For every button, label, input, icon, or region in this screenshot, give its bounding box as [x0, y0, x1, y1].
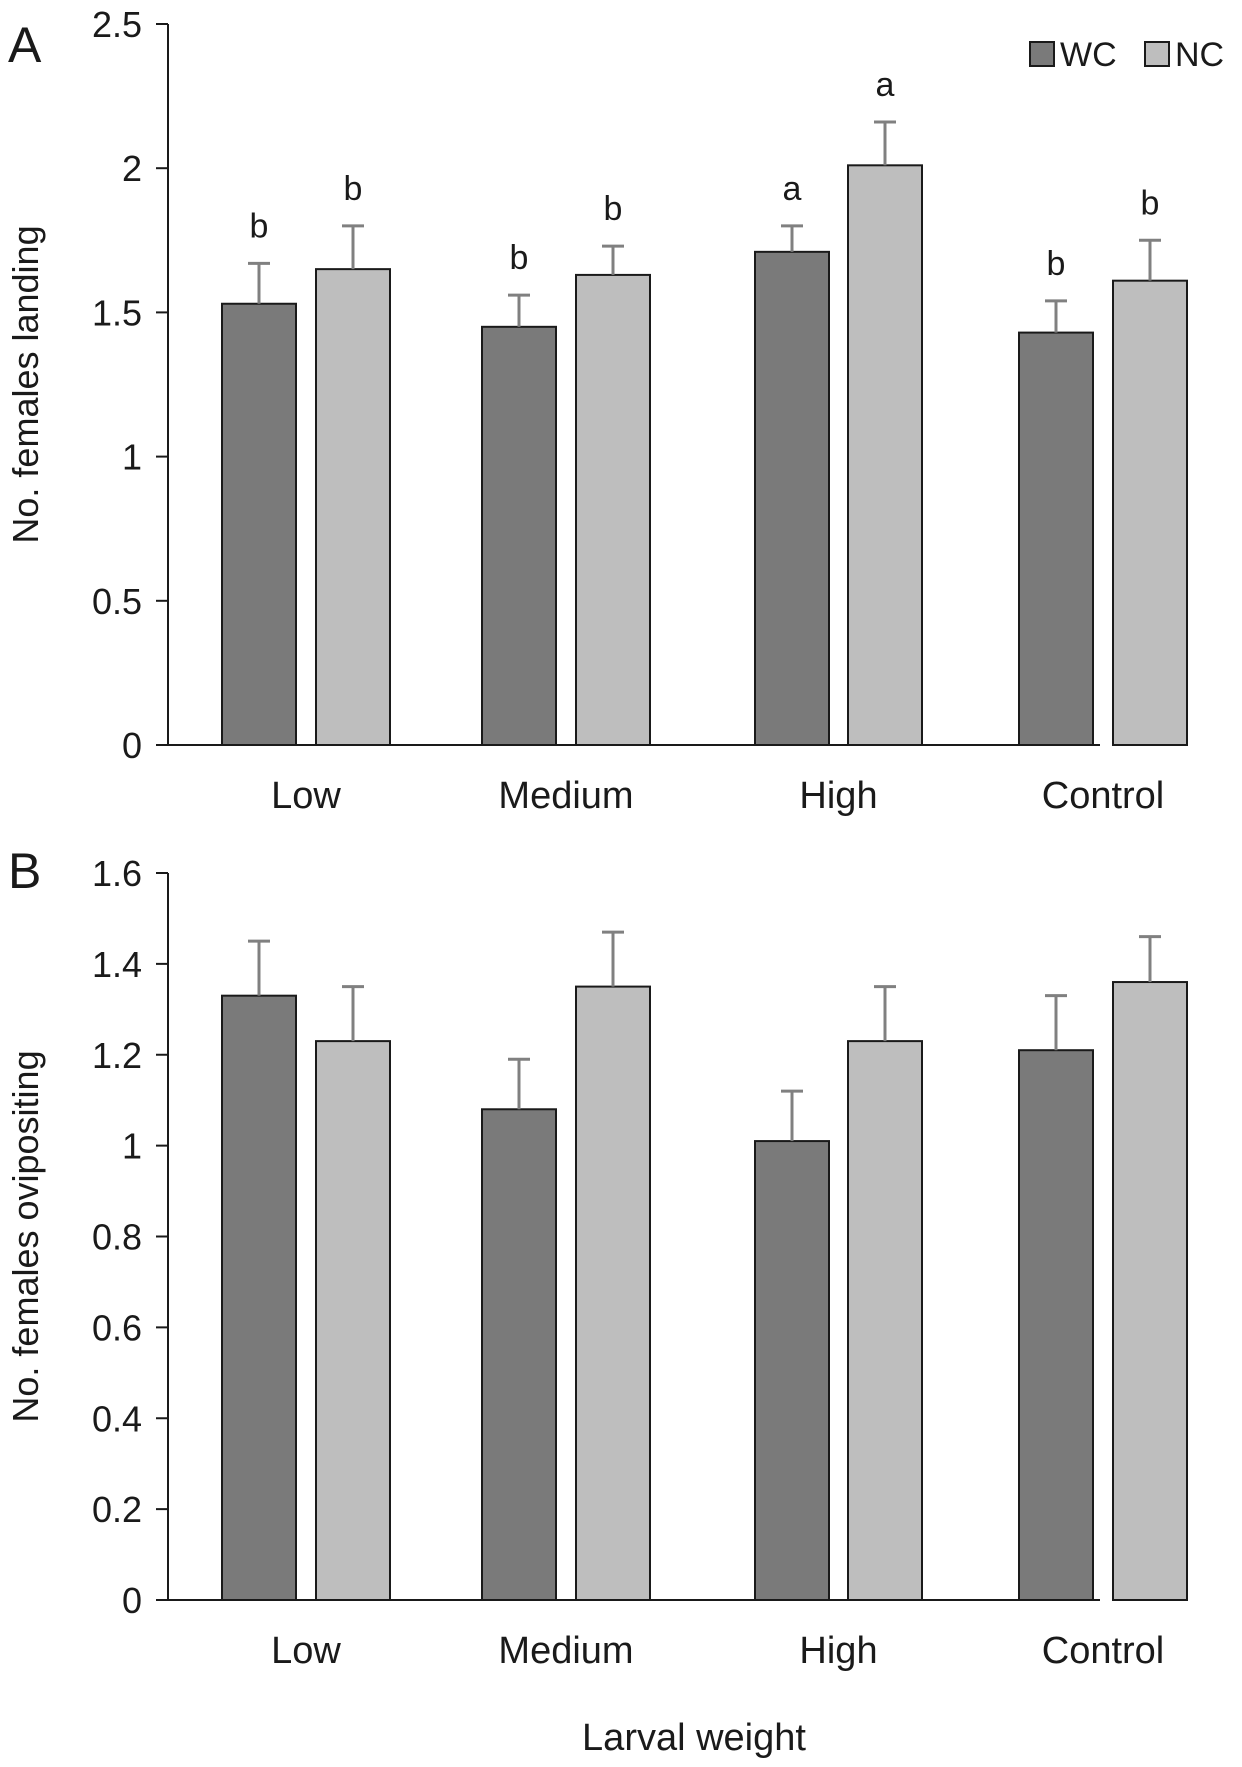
significance-letter: a: [783, 170, 802, 208]
y-tick-label: 1.4: [92, 944, 142, 985]
y-tick-label: 0.8: [92, 1217, 142, 1258]
significance-letter: b: [604, 190, 623, 228]
panel-a-chart: A No. females landing 0 0.5 1 1.5 2 2.5 b b a b b b a b…: [5, 4, 1224, 817]
y-axis-title: No. females landing: [5, 225, 46, 543]
x-tick-label: Low: [271, 1630, 341, 1672]
bar-nc: [1112, 981, 1188, 1601]
x-tick-label: High: [799, 775, 877, 817]
panel-label: B: [8, 843, 41, 899]
bar-wc: [481, 1108, 557, 1602]
bar-wc: [754, 250, 830, 746]
bar-nc: [1112, 279, 1188, 746]
bar-nc: [847, 164, 923, 747]
legend-swatch-wc: [1029, 41, 1055, 67]
x-tick-label: Low: [271, 775, 341, 817]
y-tick-label: 0.4: [92, 1398, 142, 1439]
y-tick-label: 1.2: [92, 1035, 142, 1076]
significance-letter: b: [510, 239, 529, 277]
y-tick-label: 1.5: [92, 292, 142, 333]
x-tick-label: Medium: [498, 1630, 633, 1672]
x-tick-label: Control: [1042, 1630, 1165, 1672]
x-tick-label: Medium: [498, 775, 633, 817]
x-axis-title: Larval weight: [582, 1717, 806, 1759]
significance-letter: b: [1141, 184, 1160, 222]
y-tick-label: 1: [122, 437, 142, 478]
legend-label-nc: NC: [1175, 36, 1224, 74]
y-tick-label: 2.5: [92, 4, 142, 45]
bar-wc: [221, 994, 297, 1601]
bar-nc: [575, 273, 651, 746]
significance-letter: b: [1047, 245, 1066, 283]
y-tick-label: 0: [122, 725, 142, 766]
bar-wc: [1018, 1049, 1094, 1602]
panel-label: A: [8, 17, 42, 73]
y-tick-label: 1: [122, 1126, 142, 1167]
bar-wc: [481, 325, 557, 746]
panel-b-chart: B No. females ovipositing 0 0.2 0.4 0.6 0.8 1 1.…: [5, 843, 1188, 1672]
bar-nc: [315, 1040, 391, 1601]
y-tick-label: 0.2: [92, 1489, 142, 1530]
y-tick-label: 0: [122, 1580, 142, 1621]
bar-wc: [1018, 331, 1094, 746]
y-tick-label: 1.6: [92, 853, 142, 894]
legend-swatch-nc: [1144, 41, 1170, 67]
y-tick-label: 0.5: [92, 581, 142, 622]
significance-letter: b: [250, 207, 269, 245]
bar-nc: [315, 268, 391, 746]
bar-nc: [847, 1040, 923, 1601]
y-tick-label: 0.6: [92, 1307, 142, 1348]
y-axis-title: No. females ovipositing: [5, 1050, 46, 1422]
significance-letter: a: [876, 66, 895, 104]
bar-wc: [221, 302, 297, 746]
y-tick-label: 2: [122, 148, 142, 189]
x-tick-label: High: [799, 1630, 877, 1672]
significance-letter: b: [344, 170, 363, 208]
bar-nc: [575, 985, 651, 1601]
bar-wc: [754, 1140, 830, 1602]
legend-label-wc: WC: [1060, 36, 1117, 74]
x-tick-label: Control: [1042, 775, 1165, 817]
